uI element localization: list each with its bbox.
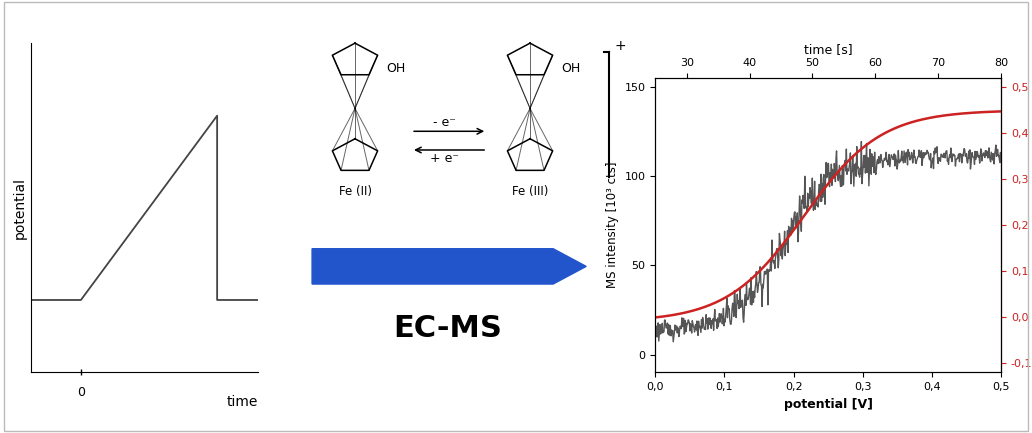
Text: OH: OH: [386, 62, 406, 75]
Text: OH: OH: [561, 62, 581, 75]
Y-axis label: potential: potential: [12, 177, 27, 239]
X-axis label: time [s]: time [s]: [804, 43, 852, 56]
Text: + e⁻: + e⁻: [429, 152, 458, 165]
Text: EC-MS: EC-MS: [393, 314, 502, 343]
Text: Fe (III): Fe (III): [512, 185, 548, 198]
FancyArrow shape: [312, 249, 586, 284]
Text: +: +: [614, 39, 625, 53]
Text: Fe (II): Fe (II): [338, 185, 372, 198]
Text: 0: 0: [77, 385, 85, 398]
X-axis label: potential [V]: potential [V]: [783, 397, 873, 410]
Text: - e⁻: - e⁻: [432, 116, 455, 129]
Y-axis label: MS intensity [10³ cts]: MS intensity [10³ cts]: [606, 162, 619, 288]
Text: time: time: [227, 395, 258, 410]
